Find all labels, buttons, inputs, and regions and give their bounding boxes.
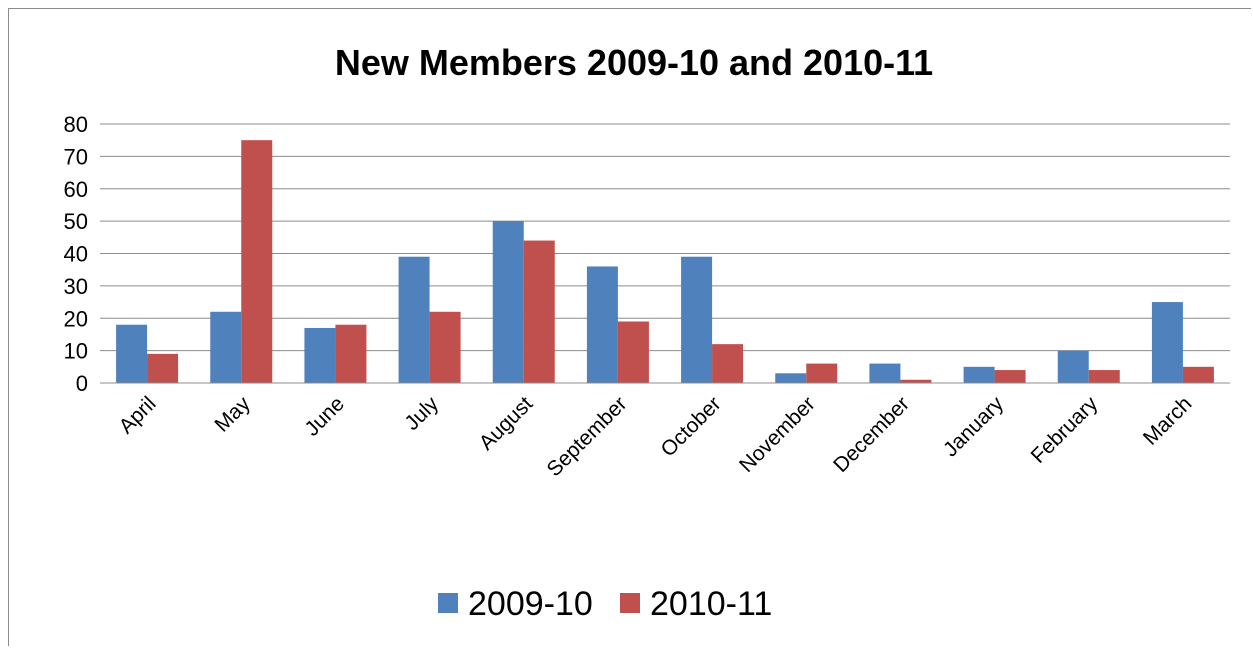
- bar-2009-10-October: [681, 256, 713, 383]
- y-tick-label: 50: [64, 209, 88, 234]
- bar-2009-10-June: [304, 327, 336, 383]
- bar-2010-11-September: [617, 321, 649, 383]
- y-tick-label: 70: [64, 144, 88, 169]
- bar-2010-11-May: [241, 140, 273, 383]
- x-tick-label: October: [657, 392, 726, 461]
- y-tick-label: 20: [64, 306, 88, 331]
- x-tick-label: June: [300, 392, 348, 440]
- bar-2009-10-September: [586, 266, 618, 383]
- x-tick-label: November: [735, 392, 820, 477]
- legend-label: 2010-11: [650, 585, 772, 623]
- bar-2010-11-December: [900, 379, 932, 383]
- bar-2010-11-July: [429, 311, 461, 383]
- bar-2009-10-March: [1151, 302, 1183, 383]
- x-tick-label: September: [543, 392, 632, 481]
- bar-2010-11-October: [712, 344, 744, 383]
- bar-2009-10-August: [492, 221, 524, 383]
- y-tick-label: 30: [64, 274, 88, 299]
- legend: 2009-10 2010-11: [438, 585, 772, 623]
- x-tick-label: January: [939, 392, 1008, 461]
- bar-2009-10-January: [963, 366, 995, 383]
- x-tick-label: May: [210, 392, 255, 437]
- bar-2009-10-July: [398, 256, 430, 383]
- x-tick-label: April: [115, 392, 161, 438]
- y-tick-label: 10: [64, 339, 88, 364]
- y-axis: 0 10 20 30 40 50 60 70 80: [64, 112, 88, 396]
- chart-title: New Members 2009-10 and 2010-11: [335, 42, 933, 83]
- legend-label: 2009-10: [468, 585, 593, 623]
- bar-2010-11-January: [994, 370, 1026, 383]
- x-tick-label: July: [400, 392, 443, 435]
- bar-2010-11-March: [1182, 366, 1214, 383]
- bar-2009-10-November: [775, 373, 807, 383]
- x-tick-label: December: [829, 392, 914, 477]
- bar-2009-10-December: [869, 363, 901, 383]
- legend-swatch-2009-10: [438, 593, 458, 613]
- bar-2010-11-April: [147, 353, 179, 383]
- y-tick-label: 40: [64, 242, 88, 267]
- bars: [116, 140, 1214, 383]
- bar-2009-10-April: [116, 324, 148, 383]
- bar-2009-10-May: [210, 311, 242, 383]
- x-tick-label: August: [475, 392, 538, 455]
- x-tick-label: March: [1139, 392, 1197, 450]
- x-tick-label: February: [1027, 392, 1103, 468]
- bar-2010-11-June: [335, 324, 367, 383]
- bar-2009-10-February: [1057, 350, 1089, 383]
- y-tick-label: 0: [76, 371, 88, 396]
- bar-2010-11-February: [1088, 370, 1120, 383]
- x-axis: April May June July August September October No…: [100, 382, 1230, 481]
- legend-swatch-2010-11: [620, 593, 640, 613]
- y-tick-label: 80: [64, 112, 88, 137]
- bar-2010-11-November: [806, 363, 838, 383]
- bar-2010-11-August: [523, 240, 555, 383]
- y-tick-label: 60: [64, 177, 88, 202]
